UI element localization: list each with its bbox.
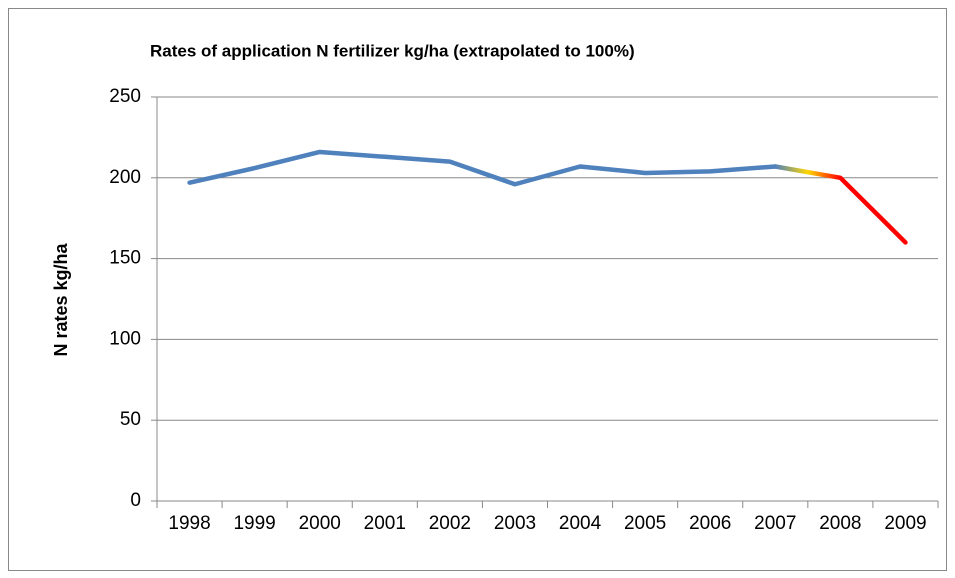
- series-line: [187, 149, 778, 187]
- y-tick-label: 250: [109, 86, 141, 107]
- y-tick-label: 100: [109, 328, 141, 349]
- x-tick-label: 2001: [364, 513, 406, 534]
- x-tick-label: 2009: [884, 513, 926, 534]
- y-tick-label: 50: [120, 409, 141, 430]
- x-tick-label: 2003: [494, 513, 536, 534]
- chart-title: Rates of application N fertilizer kg/ha …: [150, 41, 635, 60]
- x-tick-label: 2002: [429, 513, 471, 534]
- x-tick-label: 2005: [624, 513, 666, 534]
- x-tick-label: 2007: [754, 513, 796, 534]
- x-tick-label: 2006: [689, 513, 731, 534]
- series-line: [773, 164, 908, 245]
- y-tick-label: 150: [109, 248, 141, 269]
- chart-border: [8, 8, 947, 571]
- x-tick-label: 2000: [299, 513, 341, 534]
- y-tick-label: 0: [130, 490, 141, 511]
- y-tick-label: 200: [109, 167, 141, 188]
- x-tick-label: 1998: [168, 513, 210, 534]
- x-tick-label: 2004: [559, 513, 602, 534]
- x-tick-label: 1999: [233, 513, 275, 534]
- x-tick-label: 2008: [819, 513, 861, 534]
- y-axis-label: N rates kg/ha: [51, 242, 71, 356]
